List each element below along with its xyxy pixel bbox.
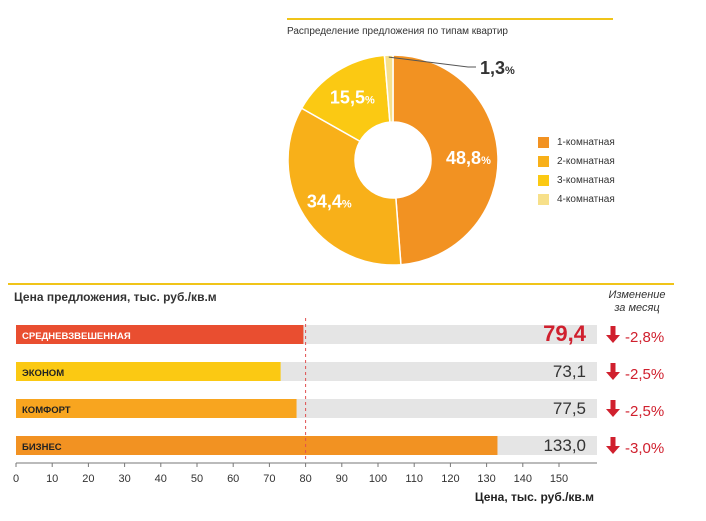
x-tick-label: 50 [191,473,203,485]
x-tick-label: 0 [13,473,19,485]
bar-chart-title: Цена предложения, тыс. руб./кв.м [14,290,217,304]
x-tick-label: 140 [514,473,532,485]
arrow-down-icon [606,400,620,417]
bar-value-label: 73,1 [553,362,586,381]
pie-value-label: 34,4% [307,191,352,211]
x-tick-label: 80 [299,473,311,485]
legend-item-4room: 4-комнатная [538,190,615,209]
arrow-down-icon [606,363,620,380]
x-tick-label: 20 [82,473,94,485]
bar [16,325,304,344]
change-header-line1: Изменение [608,289,666,301]
legend-label: 2-комнатная [557,156,615,167]
bar-category-label: СРЕДНЕВЗВЕШЕННАЯ [22,331,131,342]
x-tick-label: 100 [369,473,387,485]
bar [16,362,281,381]
x-tick-label: 30 [118,473,130,485]
x-tick-label: 150 [550,473,568,485]
pie-slice [287,107,402,266]
bar-change-label: -2,8% [625,329,664,346]
bar-change-label: -3,0% [625,440,664,457]
pie-leader-line [388,56,476,68]
pie-value-label: 48,8% [446,148,491,168]
legend-swatch [538,137,549,148]
x-tick-label: 120 [441,473,459,485]
legend-item-3room: 3-комнатная [538,171,615,190]
x-tick-label: 110 [405,473,423,485]
bar [16,399,297,418]
middle-accent-rule [8,283,674,285]
x-tick-label: 10 [46,473,58,485]
change-header-line2: за месяц [614,302,660,314]
legend-item-2room: 2-комнатная [538,152,615,171]
change-column-header: Изменение за месяц [600,289,674,315]
legend-label: 3-комнатная [557,175,615,186]
legend-label: 4-комнатная [557,194,615,205]
pie-value-label: 15,5% [330,87,375,107]
legend-item-1room: 1-комнатная [538,133,615,152]
legend-swatch [538,156,549,167]
pie-slice [383,54,394,123]
bar-value-label: 77,5 [553,399,586,418]
legend-swatch [538,175,549,186]
pie-value-label: 1,3% [480,58,515,78]
arrow-down-icon [606,326,620,343]
bar-value-label: 133,0 [543,436,586,455]
bar-category-label: ЭКОНОМ [22,368,64,379]
bar-change-label: -2,5% [625,366,664,383]
bar-change-label: -2,5% [625,403,664,420]
x-tick-label: 130 [477,473,495,485]
x-tick-label: 40 [155,473,167,485]
bar-value-label: 79,4 [543,321,587,346]
arrow-down-icon [606,437,620,454]
legend-swatch [538,194,549,205]
bar-category-label: КОМФОРТ [22,405,71,416]
legend-label: 1-комнатная [557,137,615,148]
pie-legend: 1-комнатная 2-комнатная 3-комнатная 4-ко… [538,133,615,209]
x-tick-label: 70 [263,473,275,485]
pie-slice [392,54,499,266]
bar-category-label: БИЗНЕС [22,442,62,453]
top-accent-rule [287,18,613,20]
bar-x-axis-label: Цена, тыс. руб./кв.м [474,490,594,504]
x-tick-label: 60 [227,473,239,485]
x-tick-label: 90 [336,473,348,485]
bar [16,436,498,455]
pie-chart-title: Распределение предложения по типам кварт… [287,26,508,37]
